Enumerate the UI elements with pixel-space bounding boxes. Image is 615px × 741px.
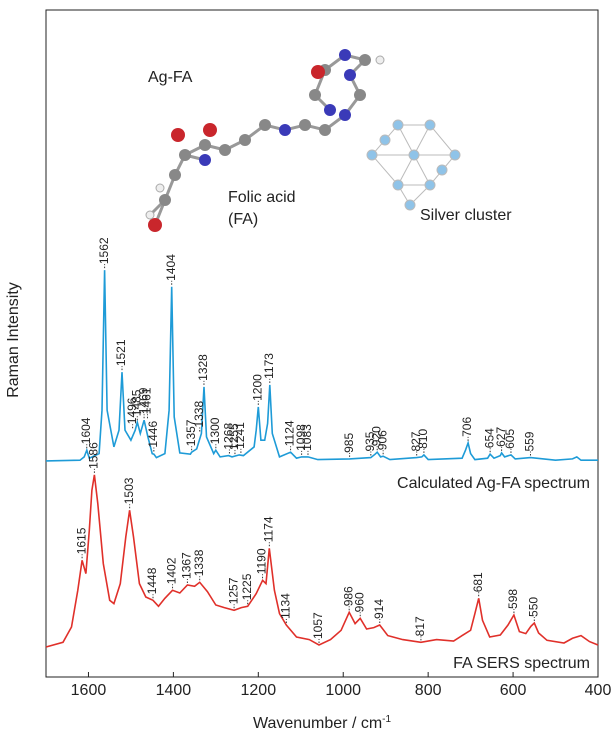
x-axis-label: Wavenumber / cm-1 xyxy=(253,714,392,732)
peak-label: 1083 xyxy=(300,424,314,451)
peak-label: 1448 xyxy=(145,567,159,594)
series-label: FA SERS spectrum xyxy=(453,655,590,672)
peak-label: 1328 xyxy=(196,354,210,381)
peak-label: 817 xyxy=(413,616,427,636)
peak-label: 1402 xyxy=(165,557,179,584)
x-tick-label: 400 xyxy=(585,682,612,699)
peak-label: 598 xyxy=(506,589,520,609)
peak-label: 1174 xyxy=(262,516,276,542)
x-tick-label: 1400 xyxy=(156,682,192,699)
peak-label: 1173 xyxy=(262,353,276,379)
x-tick-label: 600 xyxy=(500,682,527,699)
peak-label: 1057 xyxy=(311,612,325,639)
peak-label: 1615 xyxy=(74,527,88,554)
peak-label: 985 xyxy=(342,433,356,453)
peak-label: 960 xyxy=(352,592,366,612)
peak-label: 1404 xyxy=(164,254,178,281)
molecule-label: (FA) xyxy=(228,211,258,228)
series-label: Calculated Ag-FA spectrum xyxy=(397,475,590,492)
x-tick-label: 1600 xyxy=(71,682,107,699)
x-axis-label-main: Wavenumber / cm xyxy=(253,715,382,732)
peak-label: 810 xyxy=(416,429,430,449)
peak-label: 1586 xyxy=(87,442,101,469)
peak-label: 1190 xyxy=(255,548,269,574)
peak-label: 681 xyxy=(471,572,485,592)
peak-label: 1241 xyxy=(233,422,247,449)
peak-label: 914 xyxy=(372,599,386,619)
inset-title: Ag-FA xyxy=(148,69,193,86)
peak-label: 605 xyxy=(503,429,517,449)
chart: Raman Intensity Wavenumber / cm-1 Ag-FA … xyxy=(0,0,615,741)
peak-label: 1300 xyxy=(208,417,222,444)
peak-label: 1461 xyxy=(140,387,154,414)
molecule-label: Folic acid xyxy=(228,189,296,206)
peak-label: 1562 xyxy=(97,237,111,264)
peak-label: 1604 xyxy=(79,417,93,444)
peak-label: 550 xyxy=(526,597,540,617)
x-tick-label: 800 xyxy=(415,682,442,699)
peak-label: 559 xyxy=(523,431,537,451)
plot-frame xyxy=(46,10,598,677)
x-axis-label-sup: -1 xyxy=(382,714,391,725)
peak-label: 1225 xyxy=(240,573,254,600)
silver-cluster xyxy=(367,120,460,210)
x-tick-label: 1200 xyxy=(241,682,277,699)
peak-label: 1446 xyxy=(146,421,160,448)
peak-label: 1338 xyxy=(192,549,206,576)
x-tick-label: 1000 xyxy=(325,682,361,699)
cluster-label: Silver cluster xyxy=(420,207,512,224)
peak-label: 906 xyxy=(375,430,389,450)
peak-label: 1257 xyxy=(226,577,240,604)
peak-label: 1134 xyxy=(279,593,293,619)
peak-label: 1338 xyxy=(192,401,206,428)
peak-label: 706 xyxy=(460,417,474,437)
peak-label: 1503 xyxy=(122,477,136,504)
peak-label: 1521 xyxy=(114,339,128,366)
y-axis-label: Raman Intensity xyxy=(5,282,22,398)
